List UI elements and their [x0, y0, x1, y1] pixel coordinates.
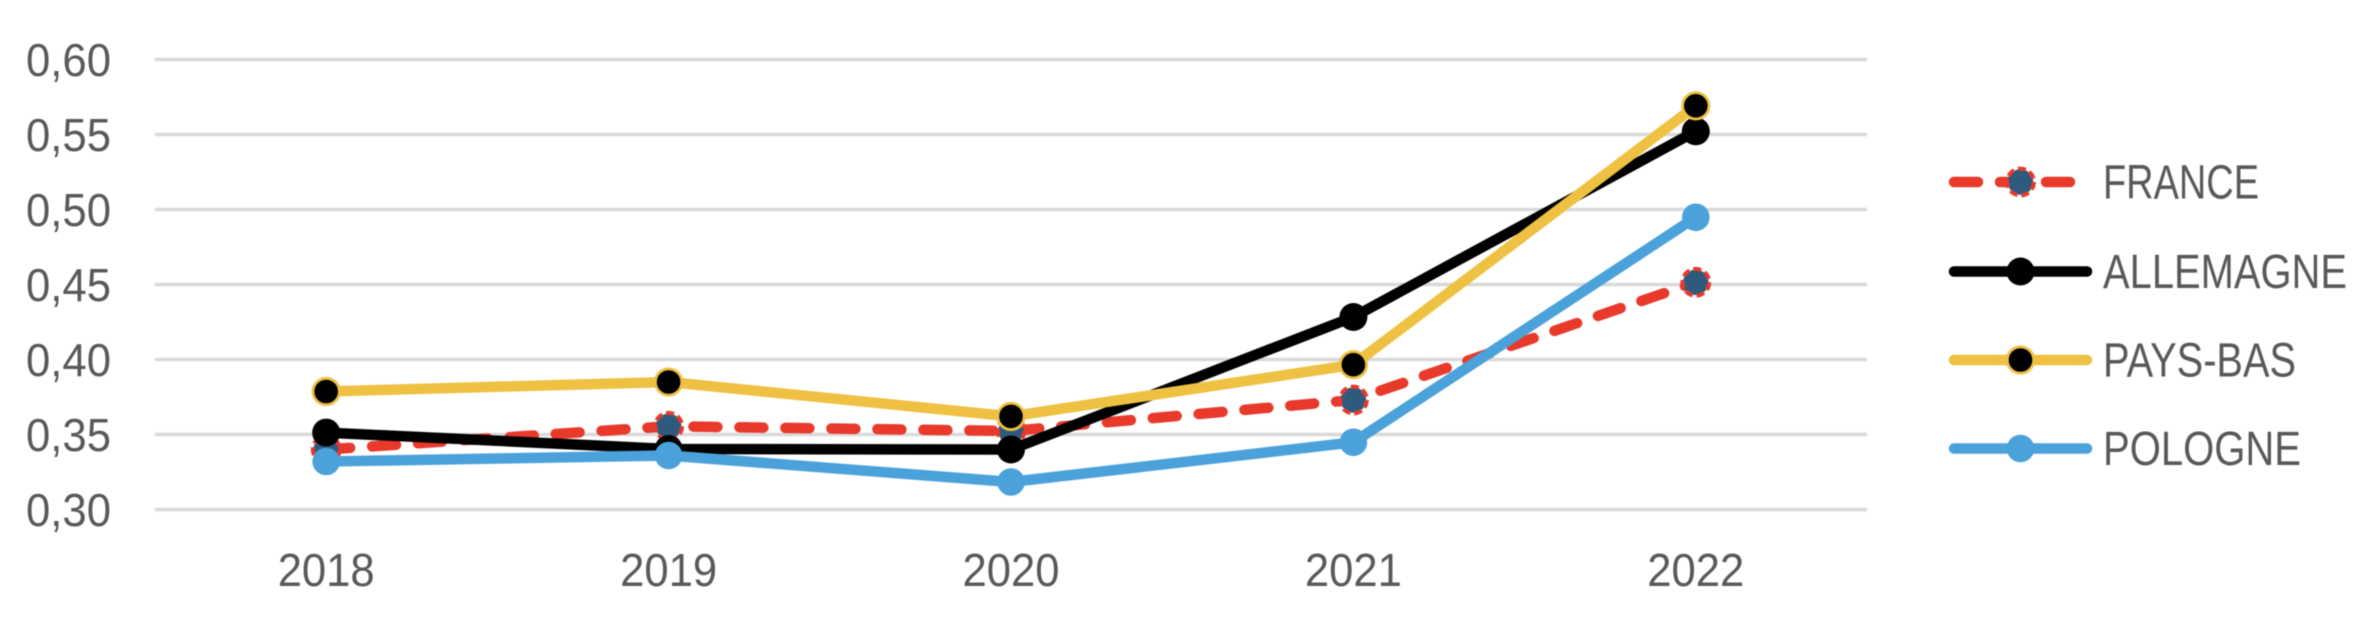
- svg-text:2021: 2021: [1305, 544, 1402, 596]
- svg-text:0,40: 0,40: [26, 334, 111, 386]
- svg-text:0,50: 0,50: [26, 184, 111, 236]
- svg-text:0,30: 0,30: [26, 484, 111, 536]
- svg-text:0,45: 0,45: [26, 259, 111, 311]
- svg-text:ALLEMAGNE: ALLEMAGNE: [2103, 246, 2347, 299]
- svg-text:2018: 2018: [278, 544, 375, 596]
- svg-text:2019: 2019: [620, 544, 717, 596]
- svg-text:0,60: 0,60: [26, 34, 111, 86]
- svg-text:FRANCE: FRANCE: [2103, 157, 2259, 210]
- svg-text:2022: 2022: [1647, 544, 1744, 596]
- svg-text:POLOGNE: POLOGNE: [2103, 423, 2301, 476]
- svg-text:0,55: 0,55: [26, 109, 111, 161]
- svg-text:0,35: 0,35: [26, 409, 111, 461]
- svg-text:2020: 2020: [963, 544, 1060, 596]
- svg-text:PAYS-BAS: PAYS-BAS: [2103, 335, 2296, 388]
